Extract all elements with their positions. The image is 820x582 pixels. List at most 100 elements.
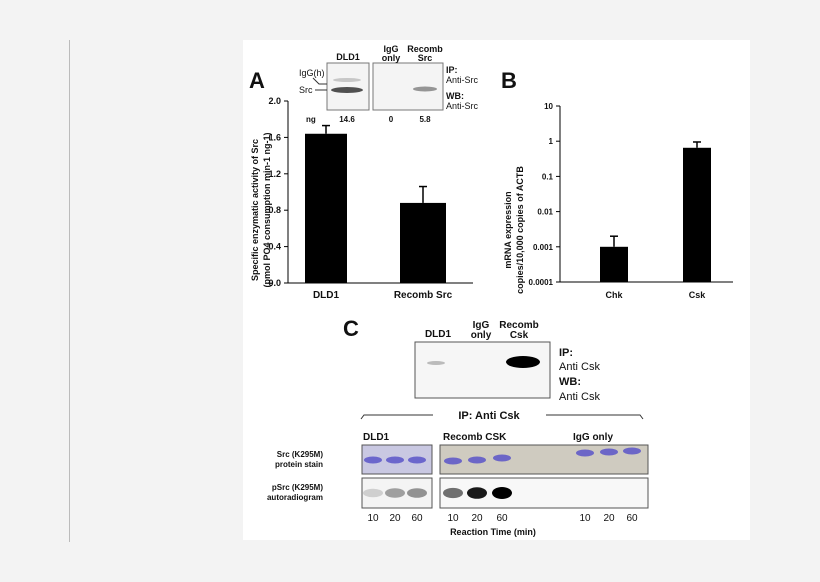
stain-band — [386, 456, 404, 464]
y-tick-label: 2.0 — [268, 96, 281, 106]
stain-band — [493, 454, 511, 462]
y-tick-label: 0.0 — [268, 278, 281, 288]
bracket — [546, 414, 644, 420]
ng-value: 0 — [389, 115, 394, 124]
x-tick-label: Csk — [689, 290, 707, 300]
x-axis-label-c: Reaction Time (min) — [450, 527, 536, 537]
band-csk-dld1 — [427, 361, 445, 365]
lane-label: DLD1 — [425, 329, 452, 340]
time-label: 60 — [411, 513, 423, 524]
time-label: 10 — [367, 513, 379, 524]
ip-label: IP: — [446, 65, 458, 75]
y-tick-label: 0.8 — [268, 205, 281, 215]
lane-label: only — [471, 330, 492, 341]
stain-band — [623, 447, 641, 455]
group-label: DLD1 — [363, 432, 390, 443]
autoradiogram-band — [467, 487, 487, 499]
y-tick-label: 1.2 — [268, 169, 281, 179]
band-igg-dld1 — [333, 78, 361, 82]
band-src-recomb — [413, 86, 437, 92]
y-tick-label: 1.6 — [268, 132, 281, 142]
stain-band — [364, 456, 382, 464]
ip-value: Anti-Src — [446, 75, 479, 85]
time-label: 20 — [603, 513, 615, 524]
wb-label: WB: — [559, 376, 581, 388]
stain-band — [576, 449, 594, 457]
lane-label: Csk — [510, 330, 529, 341]
autoradiogram-band — [385, 488, 405, 498]
y-tick-label: 0.1 — [542, 172, 554, 181]
panel-letter-c: C — [343, 316, 359, 341]
wb-label: WB: — [446, 91, 464, 101]
x-tick-label: Recomb Src — [394, 290, 453, 301]
autoradiogram-band — [492, 487, 512, 499]
group-label: IgG only — [573, 432, 613, 443]
stain-band — [600, 448, 618, 456]
x-tick-label: DLD1 — [313, 290, 340, 301]
panel-letter-b: B — [501, 68, 517, 93]
y-axis-label-b: mRNA expression — [503, 191, 513, 268]
chart-a: 0.0 0.4 0.8 1.2 1.6 2.0 DLD1 Recomb Src — [268, 96, 473, 301]
y-axis-label-b: copies/10,000 copies of ACTB — [515, 166, 525, 294]
time-labels: 10 20 60 10 20 60 10 20 60 — [367, 513, 638, 524]
group-label: Recomb CSK — [443, 432, 507, 443]
wb-value: Anti-Src — [446, 101, 479, 111]
band-label: Src — [299, 85, 313, 95]
time-label: 20 — [471, 513, 483, 524]
band-pointer — [312, 77, 327, 85]
y-tick-label: 0.001 — [533, 243, 554, 252]
panel-letter-a: A — [249, 68, 265, 93]
bar — [400, 202, 446, 283]
y-tick-label: 0.01 — [537, 208, 553, 217]
ng-value: 5.8 — [419, 115, 431, 124]
row-label: protein stain — [275, 460, 323, 469]
bracket — [360, 414, 433, 420]
row-label: pSrc (K295M) — [272, 483, 323, 492]
blot-c-wb — [414, 341, 551, 399]
y-tick-label: 10 — [544, 102, 553, 111]
chart-b: 0.0001 0.001 0.01 0.1 1 10 Chk Csk — [529, 102, 733, 300]
time-label: 60 — [626, 513, 638, 524]
row-label: autoradiogram — [267, 493, 323, 502]
page-divider-line — [69, 40, 70, 542]
autoradiogram-band — [363, 488, 383, 498]
x-tick-label: Chk — [605, 290, 623, 300]
blot-a-igg-recomb — [372, 62, 444, 111]
y-axis-label-a: Specific enzymatic activity of Src — [250, 139, 260, 281]
autoradiogram-dld1 — [361, 477, 433, 509]
time-label: 10 — [447, 513, 459, 524]
blot-a-dld1 — [326, 62, 370, 111]
ip-value: Anti Csk — [559, 361, 600, 373]
lane-label: Recomb — [407, 44, 443, 54]
autoradiogram-band — [407, 488, 427, 498]
bracket-label: IP: Anti Csk — [458, 410, 520, 422]
ng-value: 14.6 — [339, 115, 355, 124]
time-label: 60 — [496, 513, 508, 524]
row-label: Src (K295M) — [277, 450, 324, 459]
band-label: IgG(h) — [299, 68, 325, 78]
bar — [683, 147, 711, 282]
autoradiogram-band — [443, 487, 463, 499]
y-tick-label: 0.0001 — [529, 278, 554, 287]
lane-label: Src — [418, 53, 433, 63]
time-label: 20 — [389, 513, 401, 524]
ip-label: IP: — [559, 347, 573, 359]
band-src-dld1 — [331, 87, 363, 93]
bar — [600, 246, 628, 282]
lane-label: IgG — [384, 44, 399, 54]
figure: A DLD1 IgG only Recomb Src IgG(h) Src IP… — [243, 40, 750, 540]
time-label: 10 — [579, 513, 591, 524]
lane-label: DLD1 — [336, 52, 360, 62]
stain-band — [444, 457, 462, 465]
y-tick-label: 1 — [549, 137, 554, 146]
y-axis-label-a: (pmol PO4 consumption min-1 ng-1) — [262, 132, 272, 287]
stain-band — [408, 456, 426, 464]
lane-label: Recomb — [499, 320, 538, 331]
ng-label: ng — [306, 115, 316, 124]
figure-canvas: A DLD1 IgG only Recomb Src IgG(h) Src IP… — [249, 44, 733, 537]
wb-value: Anti Csk — [559, 391, 600, 403]
y-tick-label: 0.4 — [268, 242, 281, 252]
lane-label: IgG — [473, 320, 490, 331]
lane-label: only — [382, 53, 401, 63]
bar — [305, 133, 347, 283]
